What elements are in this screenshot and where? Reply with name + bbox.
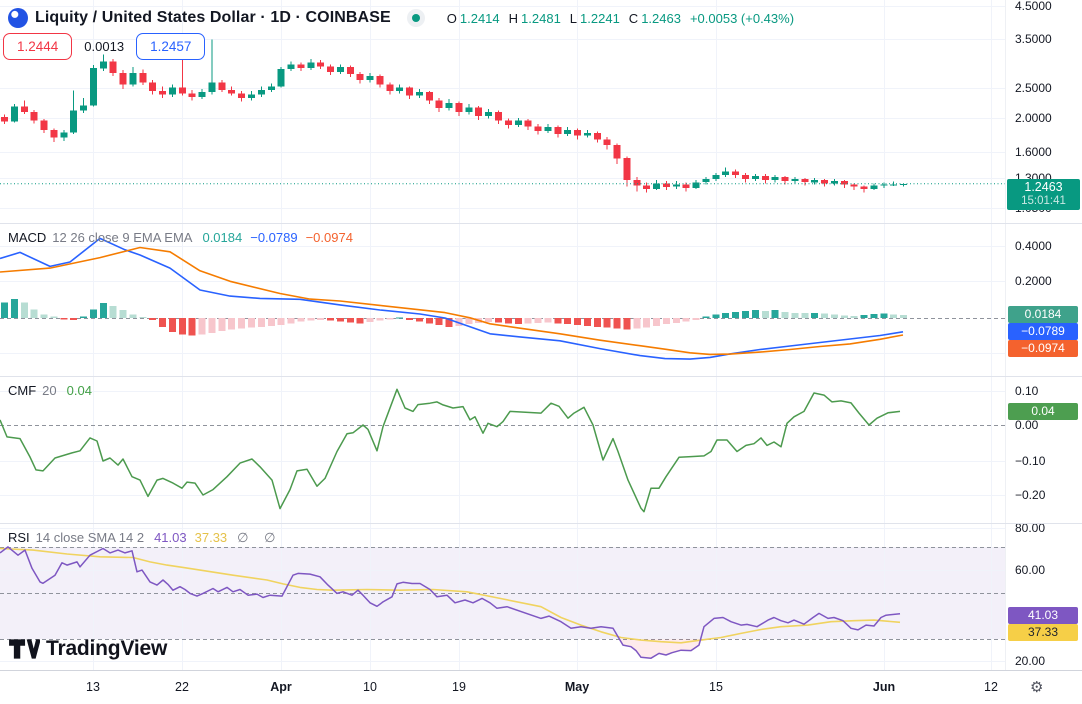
- close-value: 1.2463: [641, 10, 681, 26]
- rsi-panel[interactable]: [0, 523, 1005, 670]
- price-axis-label: 0.2000: [1015, 274, 1052, 288]
- panel-divider[interactable]: [0, 223, 1082, 224]
- market-status-icon[interactable]: [406, 9, 425, 27]
- macd-params: 12 26 close 9 EMA EMA: [52, 230, 193, 245]
- low-value: 1.2241: [580, 10, 620, 26]
- ohlc-readout: O 1.2414 H 1.2481 L 1.2241 C 1.2463 +0.0053 …: [447, 11, 794, 26]
- indicator-value: −0.0974: [305, 230, 353, 245]
- status-dot: [411, 14, 420, 22]
- low-label: L: [569, 10, 578, 26]
- change-value: +0.0053 (+0.43%): [689, 10, 795, 26]
- cmf-params: 20: [42, 383, 57, 398]
- price-axis-label: 2.5000: [1015, 81, 1052, 95]
- macd-chart[interactable]: [0, 223, 1005, 376]
- time-axis[interactable]: ⚙ 13 22 Apr 10 19 May 15 Jun 12: [0, 670, 1082, 704]
- tradingview-watermark[interactable]: TradingView: [8, 637, 167, 661]
- price-axis-label: 0.4000: [1015, 239, 1052, 253]
- indicator-value-badge: −0.0974: [1008, 340, 1078, 357]
- last-price-badge: 1.2463 15:01:41: [1007, 179, 1080, 210]
- price-axis-label: 2.0000: [1015, 111, 1052, 125]
- price-axis-label: 1.6000: [1015, 145, 1052, 159]
- indicator-value: 41.03: [154, 530, 187, 545]
- liquity-logo-icon: [8, 8, 28, 28]
- price-axis-label: 0.10: [1015, 384, 1039, 398]
- indicator-value: −0.0789: [250, 230, 298, 245]
- rsi-title[interactable]: RSI: [8, 530, 30, 545]
- close-label: C: [628, 10, 639, 26]
- high-value: 1.2481: [521, 10, 561, 26]
- gear-icon[interactable]: ⚙: [1030, 679, 1044, 696]
- indicator-value: 0.04: [66, 383, 92, 398]
- time-axis-label: 13: [86, 680, 100, 694]
- trade-buttons: 1.2444 0.0013 1.2457: [3, 33, 206, 60]
- rsi-chart[interactable]: [0, 523, 1005, 670]
- time-axis-label: 15: [709, 680, 723, 694]
- rsi-header: RSI 14 close SMA 14 2 41.03 37.33 ∅ ∅: [8, 530, 281, 546]
- macd-title[interactable]: MACD: [8, 230, 47, 245]
- panel-divider[interactable]: [0, 523, 1082, 524]
- symbol-title[interactable]: Liquity / United States Dollar · 1D · CO…: [35, 9, 391, 26]
- time-axis-label: 12: [984, 680, 998, 694]
- price-axis-label: 4.5000: [1015, 0, 1052, 13]
- cmf-title[interactable]: CMF: [8, 383, 37, 398]
- watermark-text: TradingView: [46, 637, 168, 660]
- tradingview-logo-icon: [9, 639, 40, 659]
- last-price-value: 1.2463: [1024, 180, 1063, 194]
- time-axis-label: May: [564, 680, 590, 694]
- chart-header: Liquity / United States Dollar · 1D · CO…: [8, 5, 794, 31]
- time-axis-label: Jun: [872, 680, 896, 694]
- rsi-values: 41.03 37.33: [154, 530, 235, 545]
- cmf-values: 0.04: [67, 383, 100, 398]
- open-value: 1.2414: [459, 10, 500, 26]
- indicator-value-badge: 41.03: [1008, 607, 1078, 624]
- panel-divider[interactable]: [0, 376, 1082, 377]
- high-label: H: [508, 10, 519, 26]
- time-axis-label: 19: [452, 680, 466, 694]
- cmf-chart[interactable]: [0, 376, 1005, 523]
- indicator-value: 37.33: [194, 530, 228, 545]
- time-axis-label: 22: [175, 680, 189, 694]
- price-axis-label: 0.00: [1015, 418, 1039, 432]
- macd-header: MACD 12 26 close 9 EMA EMA 0.0184 −0.0789 −0…: [8, 230, 361, 245]
- macd-panel[interactable]: [0, 223, 1005, 376]
- time-axis-label: 10: [363, 680, 377, 694]
- rsi-params: 14 close SMA 14 2: [35, 530, 145, 545]
- cmf-header: CMF 20 0.04: [8, 383, 100, 398]
- sell-price-button[interactable]: 1.2444: [3, 33, 73, 60]
- price-axis-label: 60.00: [1015, 563, 1046, 577]
- price-axis-label: 20.00: [1015, 654, 1046, 668]
- cmf-panel[interactable]: [0, 376, 1005, 523]
- indicator-value: 0.0184: [202, 230, 243, 245]
- price-axis-label: 3.5000: [1015, 32, 1052, 46]
- price-axis-label: −0.10: [1015, 454, 1046, 468]
- price-axis-label: −0.20: [1015, 488, 1046, 502]
- indicator-value-badge: −0.0789: [1008, 323, 1078, 340]
- rsi-band-placeholders: ∅ ∅: [237, 530, 282, 545]
- macd-values: 0.0184 −0.0789 −0.0974: [202, 230, 360, 245]
- time-axis-label: Apr: [270, 680, 292, 694]
- indicator-value-badge: 0.0184: [1008, 306, 1078, 323]
- buy-price-button[interactable]: 1.2457: [136, 33, 206, 60]
- price-axis-label: 80.00: [1015, 521, 1046, 535]
- spread-value: 0.0013: [84, 39, 125, 54]
- open-label: O: [446, 10, 457, 26]
- indicator-value-badge: 37.33: [1008, 624, 1078, 641]
- price-axis[interactable]: 4.50003.50002.50002.00001.60001.30001.05…: [1005, 0, 1082, 670]
- indicator-value-badge: 0.04: [1008, 403, 1078, 420]
- bar-countdown: 15:01:41: [1021, 195, 1066, 207]
